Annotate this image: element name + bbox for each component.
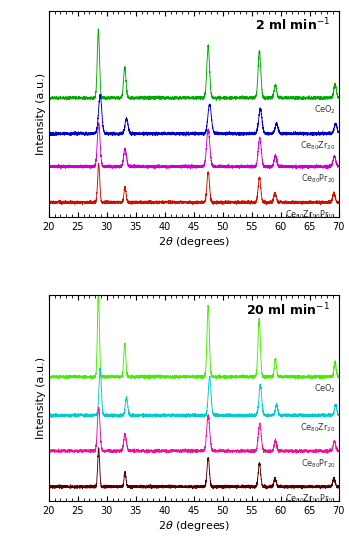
Text: Ce$_{80}$Zr$_{20}$: Ce$_{80}$Zr$_{20}$ [300,140,336,152]
Text: 20 ml min$^{-1}$: 20 ml min$^{-1}$ [246,301,330,318]
Text: CeO$_2$: CeO$_2$ [314,383,336,395]
Text: CeO$_2$: CeO$_2$ [314,104,336,116]
X-axis label: 2$\theta$ (degrees): 2$\theta$ (degrees) [158,234,230,248]
Text: 2 ml min$^{-1}$: 2 ml min$^{-1}$ [255,17,330,33]
Text: Ce$_{80}$Pr$_{20}$: Ce$_{80}$Pr$_{20}$ [301,457,336,469]
Text: Ce$_{80}$Zr$_{10}$Pr$_{10}$: Ce$_{80}$Zr$_{10}$Pr$_{10}$ [284,493,336,505]
Text: Ce$_{80}$Zr$_{10}$Pr$_{10}$: Ce$_{80}$Zr$_{10}$Pr$_{10}$ [284,209,336,221]
Y-axis label: Intensity (a.u.): Intensity (a.u.) [36,73,46,155]
Text: Ce$_{80}$Pr$_{20}$: Ce$_{80}$Pr$_{20}$ [301,172,336,185]
X-axis label: 2$\theta$ (degrees): 2$\theta$ (degrees) [158,519,230,533]
Y-axis label: Intensity (a.u.): Intensity (a.u.) [36,357,46,439]
Text: Ce$_{80}$Zr$_{20}$: Ce$_{80}$Zr$_{20}$ [300,421,336,434]
